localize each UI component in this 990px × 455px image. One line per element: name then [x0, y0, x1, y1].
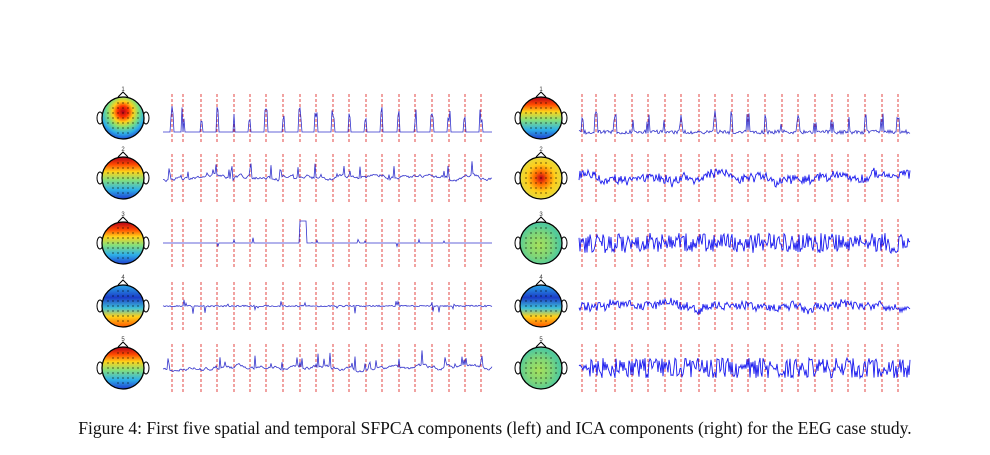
scalp-map [96, 341, 150, 390]
event-markers [581, 219, 899, 267]
component-number: 5 [121, 337, 125, 343]
scalp-map [514, 341, 568, 390]
time-series-trace [578, 297, 911, 316]
component-number: 1 [121, 87, 125, 93]
event-markers [171, 344, 482, 392]
component-number: 3 [539, 212, 543, 218]
component-row: 1 [514, 87, 911, 142]
component-row: 5 [514, 337, 911, 392]
component-number: 1 [539, 87, 543, 93]
panel-sfpca: 1 2 3 4 5 [96, 87, 493, 392]
component-row: 4 [96, 275, 493, 330]
time-series-trace [578, 232, 911, 255]
scalp-map [96, 279, 150, 328]
scalp-map [96, 151, 150, 200]
time-series-trace [162, 350, 493, 373]
time-series-trace [163, 161, 492, 183]
time-series-trace [578, 356, 911, 380]
time-series-trace [162, 299, 493, 314]
component-row: 3 [96, 212, 492, 267]
component-number: 2 [121, 147, 125, 153]
component-number: 3 [121, 212, 125, 218]
component-number: 4 [121, 275, 125, 281]
time-series-trace [163, 106, 492, 133]
component-row: 4 [514, 275, 911, 330]
component-row: 3 [514, 212, 911, 267]
event-markers [581, 94, 899, 142]
time-series-trace [578, 110, 911, 136]
event-markers [171, 94, 482, 142]
time-series-trace [578, 167, 911, 188]
component-number: 2 [539, 147, 543, 153]
event-markers [581, 282, 899, 330]
component-number: 5 [539, 337, 543, 343]
scalp-map [96, 216, 150, 265]
panel-ica: 1 2 3 4 5 [514, 87, 911, 392]
time-series-trace [163, 220, 492, 248]
scalp-map [514, 91, 568, 140]
event-markers [171, 282, 482, 330]
figure-panels: 1 2 3 4 5 1 2 3 4 5 [96, 87, 911, 392]
event-markers [171, 219, 482, 267]
event-markers [581, 344, 899, 392]
scalp-map [514, 279, 568, 328]
event-markers [171, 154, 482, 202]
component-row: 2 [514, 147, 911, 202]
scalp-map [96, 91, 150, 140]
figure-caption: Figure 4: First five spatial and tempora… [78, 418, 912, 438]
component-number: 4 [539, 275, 543, 281]
scalp-map [514, 151, 568, 200]
component-row: 2 [96, 147, 492, 202]
component-row: 1 [96, 87, 492, 142]
component-row: 5 [96, 337, 493, 392]
event-markers [581, 154, 899, 202]
scalp-map [514, 216, 568, 265]
